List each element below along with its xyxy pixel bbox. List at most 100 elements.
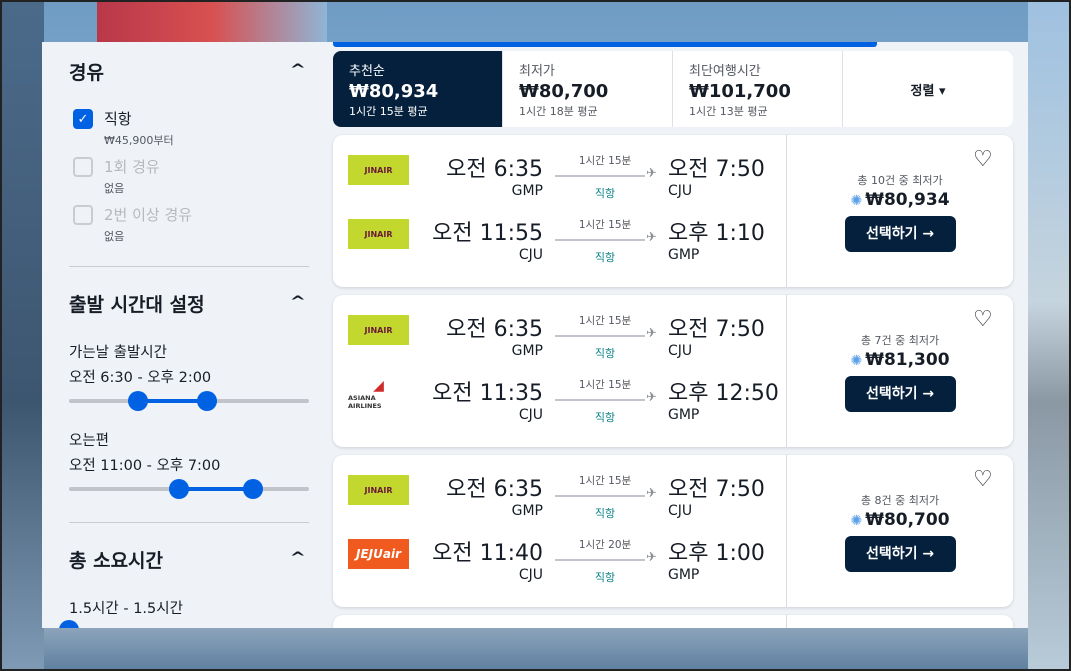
- arrival-airport: CJU: [668, 183, 693, 199]
- divider: [786, 295, 787, 447]
- arrival-time: 오후 1:00: [668, 541, 765, 566]
- slider-handle-min[interactable]: [169, 479, 189, 499]
- chevron-up-icon[interactable]: ^: [289, 62, 307, 78]
- chevron-up-icon[interactable]: ^: [289, 550, 307, 566]
- tab-price: ₩80,934: [349, 81, 439, 102]
- deal-count: 총 7건 중 최저가: [860, 334, 940, 347]
- option-sub: 없음: [104, 230, 125, 243]
- divider: [69, 266, 309, 267]
- tab-avg: 1시간 15분 평균: [349, 105, 428, 118]
- route-line: [555, 399, 645, 401]
- stops-label: 직항: [594, 187, 616, 200]
- checkbox-two-plus-stops[interactable]: [73, 205, 93, 225]
- airline-logo: JINAIR: [348, 155, 409, 185]
- loading-spinner-icon: ✺: [850, 193, 863, 209]
- option-label: 1회 경유: [104, 158, 160, 176]
- background-left: [2, 2, 44, 669]
- slider-handle[interactable]: [59, 620, 79, 628]
- return-slider[interactable]: [69, 479, 309, 499]
- filter-sidebar: 경유 ^ ✓ 직항 ₩45,900부터 1회 경유 없음 2번 이상 경유 없음…: [42, 42, 332, 628]
- flight-leg: JINAIR 오전 11:55 CJU 1시간 15분 ✈ 직항 오후 1:10…: [333, 219, 786, 283]
- route-line: [555, 239, 645, 241]
- departure-airport: GMP: [511, 503, 543, 519]
- tab-price: ₩80,700: [519, 81, 609, 102]
- departure-time: 오전 11:35: [432, 381, 543, 406]
- plane-icon: ✈: [646, 486, 657, 501]
- departure-time: 오전 11:40: [432, 541, 543, 566]
- departure-airport: CJU: [518, 247, 543, 263]
- price: ₩81,300: [865, 350, 950, 370]
- heart-icon[interactable]: ♡: [973, 307, 993, 332]
- deal-count: 총 10건 중 최저가: [857, 174, 943, 187]
- tab-price: ₩101,700: [689, 81, 791, 102]
- plane-icon: ✈: [646, 390, 657, 405]
- heart-icon[interactable]: ♡: [973, 147, 993, 172]
- arrival-time: 오후 1:10: [668, 221, 765, 246]
- airline-logo: ◢ ASIANA AIRLINES: [348, 378, 409, 410]
- departure-time: 오전 11:55: [432, 221, 543, 246]
- slider-handle-max[interactable]: [197, 391, 217, 411]
- departure-heading: 출발 시간대 설정: [69, 294, 205, 316]
- stops-heading: 경유: [69, 62, 104, 84]
- airline-logo: JINAIR: [348, 475, 409, 505]
- flight-duration: 1시간 20분: [578, 539, 632, 551]
- flight-duration: 1시간 15분: [578, 475, 632, 487]
- tab-cheapest[interactable]: 최저가 ₩80,700 1시간 18분 평균: [503, 51, 673, 127]
- tab-title: 최단여행시간: [689, 64, 761, 79]
- route-line: [555, 335, 645, 337]
- price-area: 총 8건 중 최저가 ✺ ₩80,700 선택하기 →: [787, 455, 1013, 572]
- result-card-partial: [333, 615, 1013, 628]
- slider-handle-min[interactable]: [128, 391, 148, 411]
- option-sub: 없음: [104, 182, 125, 195]
- tab-title: 최저가: [519, 64, 555, 79]
- plane-icon: ✈: [646, 166, 657, 181]
- loading-spinner-icon: ✺: [850, 513, 863, 529]
- tab-fastest[interactable]: 최단여행시간 ₩101,700 1시간 13분 평균: [673, 51, 843, 127]
- duration-heading: 총 소요시간: [69, 550, 164, 572]
- departure-airport: CJU: [518, 567, 543, 583]
- results-panel: 경유 ^ ✓ 직항 ₩45,900부터 1회 경유 없음 2번 이상 경유 없음…: [42, 42, 1028, 628]
- arrival-airport: CJU: [668, 343, 693, 359]
- divider: [786, 615, 787, 628]
- option-label: 직항: [104, 110, 132, 128]
- flight-leg: JINAIR 오전 6:35 GMP 1시간 15분 ✈ 직항 오전 7:50 …: [333, 315, 786, 379]
- select-button[interactable]: 선택하기 →: [844, 536, 956, 572]
- price-area: 총 10건 중 최저가 ✺ ₩80,934 선택하기 →: [787, 135, 1013, 252]
- price-area: 총 7건 중 최저가 ✺ ₩81,300 선택하기 →: [787, 295, 1013, 412]
- outbound-label: 가는날 출발시간: [69, 345, 167, 361]
- plane-icon: ✈: [646, 326, 657, 341]
- result-card[interactable]: JINAIR 오전 6:35 GMP 1시간 15분 ✈ 직항 오전 7:50 …: [333, 135, 1013, 287]
- tab-avg: 1시간 13분 평균: [689, 105, 768, 118]
- select-button[interactable]: 선택하기 →: [844, 376, 956, 412]
- chevron-up-icon[interactable]: ^: [289, 294, 307, 310]
- option-label: 2번 이상 경유: [104, 206, 193, 224]
- departure-time: 오전 6:35: [446, 157, 543, 182]
- heart-icon[interactable]: ♡: [973, 467, 993, 492]
- result-card[interactable]: JINAIR 오전 6:35 GMP 1시간 15분 ✈ 직항 오전 7:50 …: [333, 295, 1013, 447]
- price: ₩80,700: [865, 510, 950, 530]
- loading-spinner-icon: ✺: [850, 353, 863, 369]
- sort-dropdown[interactable]: 정렬 ▾: [910, 83, 946, 99]
- result-card[interactable]: JINAIR 오전 6:35 GMP 1시간 15분 ✈ 직항 오전 7:50 …: [333, 455, 1013, 607]
- tab-recommended[interactable]: 추천순 ₩80,934 1시간 15분 평균: [333, 51, 503, 127]
- checkbox-direct[interactable]: ✓: [73, 109, 93, 129]
- departure-airport: GMP: [511, 183, 543, 199]
- outbound-slider[interactable]: [69, 391, 309, 411]
- loading-progress-bar: [333, 42, 877, 47]
- stops-label: 직항: [594, 347, 616, 360]
- arrival-time: 오전 7:50: [668, 477, 765, 502]
- select-button[interactable]: 선택하기 →: [844, 216, 956, 252]
- background-right: [1028, 2, 1069, 669]
- stops-label: 직항: [594, 571, 616, 584]
- outbound-range: 오전 6:30 - 오후 2:00: [69, 370, 212, 386]
- background-plane-tail: [97, 2, 327, 42]
- airline-logo: JEJUair: [348, 539, 409, 569]
- flight-leg: JINAIR 오전 6:35 GMP 1시간 15분 ✈ 직항 오전 7:50 …: [333, 155, 786, 219]
- arrival-airport: GMP: [668, 567, 700, 583]
- divider: [786, 135, 787, 287]
- plane-icon: ✈: [646, 230, 657, 245]
- departure-airport: GMP: [511, 343, 543, 359]
- flight-leg: JINAIR 오전 6:35 GMP 1시간 15분 ✈ 직항 오전 7:50 …: [333, 475, 786, 539]
- slider-handle-max[interactable]: [243, 479, 263, 499]
- checkbox-one-stop[interactable]: [73, 157, 93, 177]
